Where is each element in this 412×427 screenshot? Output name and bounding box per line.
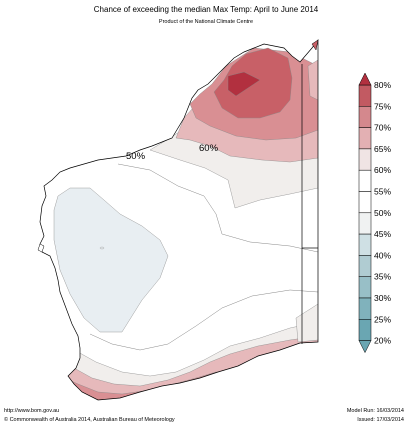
band-ne-65	[307, 59, 318, 101]
contour-label-50: 50%	[126, 151, 146, 162]
legend-label: 45%	[374, 229, 391, 239]
band-40	[53, 187, 169, 333]
legend-label: 75%	[374, 101, 391, 111]
legend-swatch	[358, 106, 372, 128]
legend-label: 30%	[374, 293, 391, 303]
lake-marker	[99, 246, 105, 250]
map-subtitle: Product of the National Climate Centre	[158, 19, 254, 25]
legend-label: 50%	[374, 208, 391, 218]
legend-swatch	[358, 319, 372, 341]
map-title: Chance of exceeding the median Max Temp:…	[93, 5, 319, 14]
band-80	[227, 71, 261, 97]
legend-label: 25%	[374, 314, 391, 324]
island-shark-bay	[37, 243, 45, 253]
legend-label: 60%	[374, 165, 391, 175]
legend-label: 65%	[374, 144, 391, 154]
legend-swatch	[358, 212, 372, 235]
legend-label: 70%	[374, 123, 391, 133]
legend-swatch	[358, 297, 372, 320]
contour-label-60: 60%	[199, 143, 219, 154]
legend: 80% 75% 70% 65% 60% 55% 50% 45% 40% 35% 30% 25% 20%	[358, 72, 391, 354]
legend-label: 80%	[374, 80, 391, 90]
legend-swatch	[358, 191, 372, 214]
contour-50	[117, 163, 318, 253]
contour-50-south	[89, 289, 318, 351]
legend-bottom-arrow	[358, 340, 372, 354]
island-north	[311, 39, 319, 51]
footer-copyright: © Commonwealth of Australia 2014, Austra…	[4, 417, 175, 423]
legend-label: 20%	[374, 336, 391, 346]
footer-model-run: Model Run: 16/03/2014	[346, 408, 404, 414]
footer-issued: Issued: 17/03/2014	[357, 417, 404, 423]
legend-swatch	[358, 148, 372, 171]
legend-swatch	[358, 127, 372, 150]
band-se-60	[295, 303, 318, 343]
legend-label: 40%	[374, 250, 391, 260]
legend-swatch	[358, 169, 372, 192]
legend-label: 35%	[374, 272, 391, 282]
legend-label: 55%	[374, 187, 391, 197]
legend-top-arrow	[358, 72, 372, 86]
legend-swatch	[358, 255, 372, 277]
legend-swatch	[358, 84, 372, 107]
legend-swatch	[358, 233, 372, 256]
footer-url: http://www.bom.gov.au	[4, 408, 60, 414]
legend-swatch	[358, 276, 372, 299]
